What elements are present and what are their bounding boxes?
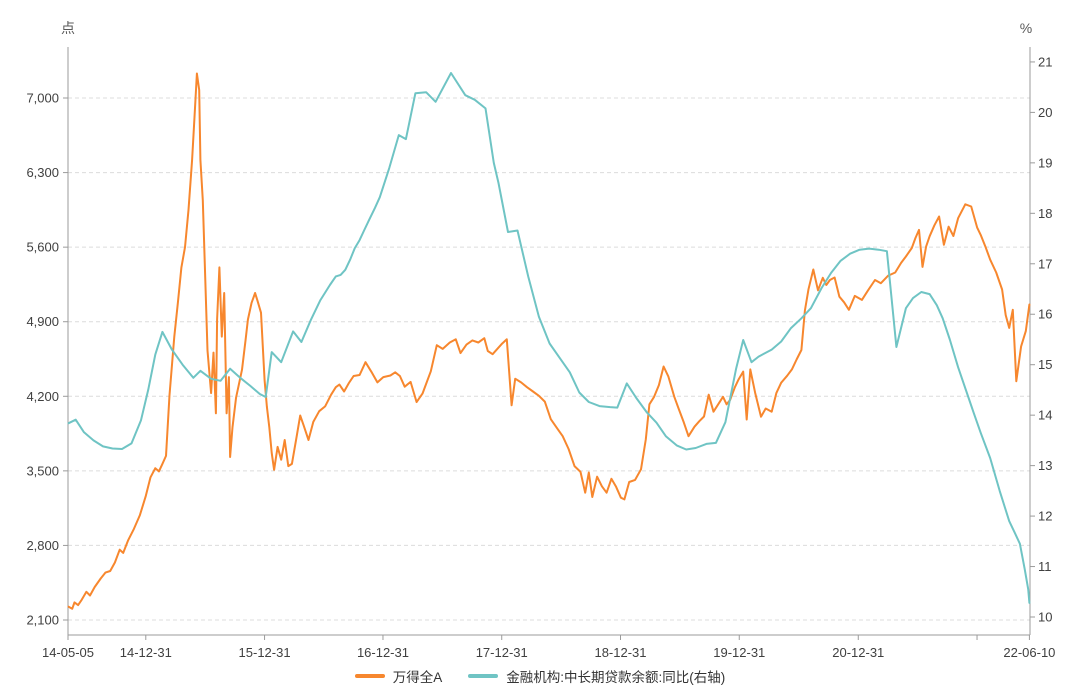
x-axis-tick-label: 17-12-31 — [476, 645, 528, 660]
axis-tick-labels: 2,100 2,800 3,500 4,200 4,900 5,600 6,300 7,000… — [26, 54, 1055, 660]
legend-swatch-orange — [354, 674, 385, 678]
gridlines — [68, 97, 1030, 621]
left-axis-tick-label: 7,000 — [26, 91, 59, 106]
x-axis-tick-label: 16-12-31 — [357, 645, 409, 660]
legend-label: 金融机构:中长期贷款余额:同比(右轴) — [506, 670, 726, 685]
legend-label: 万得全A — [392, 670, 443, 685]
right-axis-tick-label: 17 — [1038, 256, 1052, 271]
legend-item-mlt-loan-yoy[interactable]: 金融机构:中长期贷款余额:同比(右轴) — [468, 666, 725, 686]
wind-all-a-line — [67, 72, 1031, 610]
left-axis-tick-label: 2,800 — [26, 538, 59, 553]
x-axis-tick-label: 19-12-31 — [713, 645, 765, 660]
legend-item-wind-all-a[interactable]: 万得全A — [354, 666, 443, 686]
x-axis-tick-label: 20-12-31 — [832, 645, 884, 660]
series-lines — [67, 72, 1031, 610]
left-axis-tick-label: 4,900 — [26, 314, 59, 329]
x-axis-tick-label: 15-12-31 — [239, 645, 291, 660]
left-axis-unit-label: 点 — [61, 20, 75, 36]
left-axis-tick-label: 4,200 — [26, 389, 59, 404]
right-axis-unit-label: % — [1020, 20, 1032, 36]
right-axis-tick-label: 15 — [1038, 357, 1052, 372]
right-axis-tick-label: 20 — [1038, 105, 1052, 120]
left-axis-tick-label: 2,100 — [26, 613, 59, 628]
axes — [63, 47, 1035, 640]
right-axis-tick-label: 10 — [1038, 610, 1052, 625]
legend-swatch-teal — [468, 674, 499, 678]
x-axis-tick-label: 14-12-31 — [120, 645, 172, 660]
right-axis-tick-label: 11 — [1038, 559, 1052, 574]
x-axis-tick-label: 18-12-31 — [594, 645, 646, 660]
mlt-loan-yoy-line — [67, 72, 1031, 604]
right-axis-tick-label: 18 — [1038, 206, 1052, 221]
x-axis-tick-label: 22-06-10 — [1003, 645, 1055, 660]
right-axis-tick-label: 13 — [1038, 458, 1052, 473]
right-axis-tick-label: 14 — [1038, 408, 1052, 423]
right-axis-tick-label: 12 — [1038, 509, 1052, 524]
x-axis-tick-label: 14-05-05 — [42, 645, 94, 660]
right-axis-tick-label: 16 — [1038, 307, 1052, 322]
right-axis-tick-label: 19 — [1038, 155, 1052, 170]
right-axis-tick-label: 21 — [1038, 54, 1052, 69]
left-axis-tick-label: 3,500 — [26, 463, 59, 478]
left-axis-tick-label: 6,300 — [26, 165, 59, 180]
left-axis-tick-label: 5,600 — [26, 240, 59, 255]
legend: 万得全A 金融机构:中长期贷款余额:同比(右轴) — [0, 663, 1080, 689]
